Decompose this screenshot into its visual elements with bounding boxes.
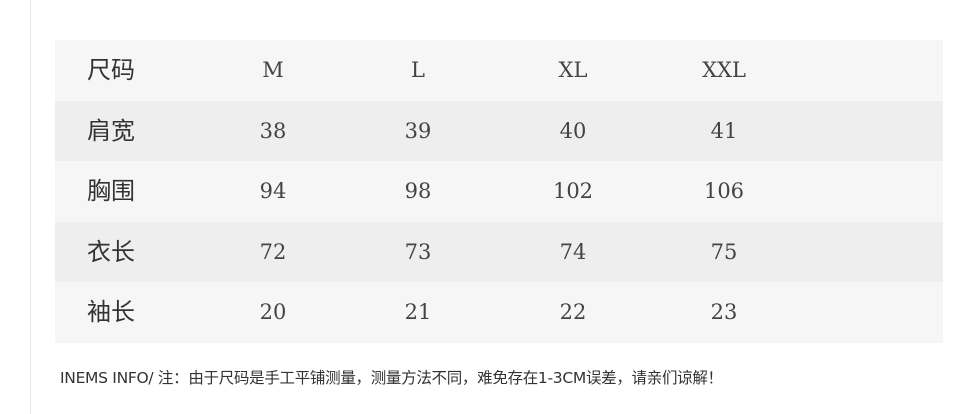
row-label: 袖长	[87, 298, 135, 327]
table-cell: 39	[404, 118, 432, 143]
header-cell: XL	[558, 58, 588, 82]
table-cell: 23	[710, 300, 738, 325]
table-cell: 41	[710, 118, 738, 143]
row-label: 衣长	[87, 237, 135, 266]
table-cell: 102	[552, 179, 594, 204]
table-cell: 98	[404, 179, 432, 204]
table-cell: 22	[559, 300, 587, 325]
row-label: 肩宽	[87, 116, 135, 145]
table-cell: 74	[559, 239, 587, 264]
table-cell: 94	[259, 179, 287, 204]
header-cell: L	[411, 58, 425, 82]
header-cell: XXL	[702, 58, 746, 82]
table-row: 胸围 94 98 102 106	[55, 161, 943, 222]
table-row: 肩宽 38 39 40 41	[55, 100, 943, 162]
table-cell: 106	[703, 179, 745, 204]
left-divider	[30, 0, 31, 414]
header-cell: M	[262, 58, 284, 82]
table-cell: 75	[710, 239, 738, 264]
table-cell: 20	[259, 300, 287, 325]
table-cell: 40	[559, 118, 587, 143]
table-cell: 73	[404, 239, 432, 264]
measurement-note: INEMS INFO/ 注：由于尺码是手工平铺测量，测量方法不同，难免存在1-3…	[60, 369, 723, 387]
table-cell: 38	[259, 118, 287, 143]
header-cell: 尺码	[87, 56, 135, 84]
table-row: 袖长 20 21 22 23	[55, 282, 943, 343]
table-cell: 21	[404, 300, 432, 325]
row-label: 胸围	[87, 177, 135, 206]
table-row: 衣长 72 73 74 75	[55, 221, 943, 283]
table-header-row: 尺码 M L XL XXL	[55, 40, 943, 101]
table-cell: 72	[259, 239, 287, 264]
size-chart-table: 尺码 M L XL XXL 肩宽 38 39 40 41 胸围 94 98 10…	[55, 40, 943, 343]
